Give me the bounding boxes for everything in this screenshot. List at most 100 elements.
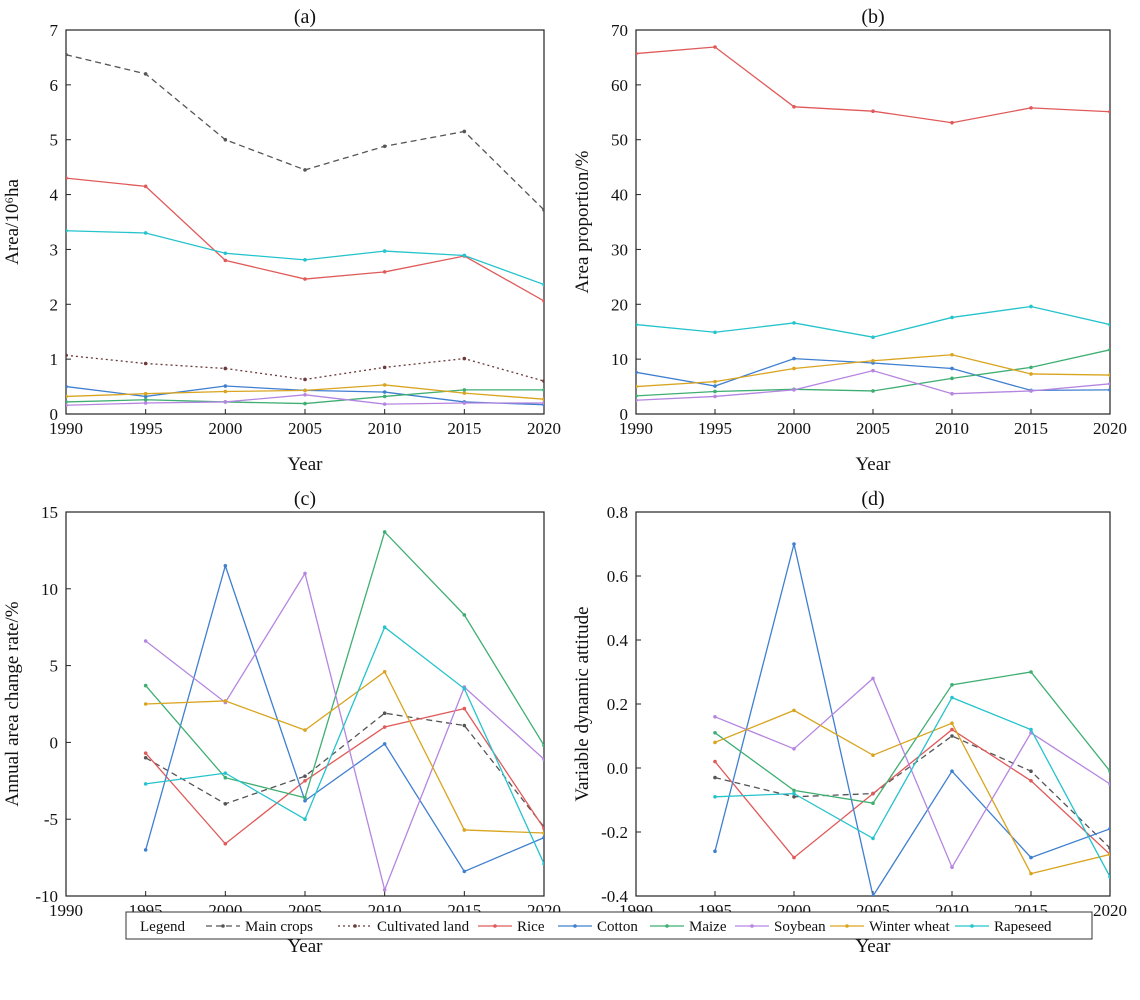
y-tick-label: -0.2 <box>601 823 628 842</box>
data-point-cotton <box>713 849 717 853</box>
y-tick-label: 0.6 <box>607 567 628 586</box>
data-point-maize <box>223 775 228 780</box>
y-tick-label: 0.2 <box>607 695 628 714</box>
x-axis-title: Year <box>287 936 323 957</box>
series-line-maize <box>145 530 544 799</box>
data-point-winter-wheat <box>792 708 796 713</box>
plot-frame <box>65 511 545 897</box>
plot-frame <box>635 29 1111 415</box>
series-line-rice <box>145 707 544 845</box>
series-line-rapeseed <box>636 305 1110 338</box>
y-tick-label: 60 <box>611 76 628 95</box>
y-tick-label: -0.4 <box>601 887 628 906</box>
legend-marker-maize <box>665 924 669 928</box>
data-point-soybean <box>950 391 954 396</box>
data-point-winter-wheat <box>713 740 717 745</box>
panel-title: (c) <box>294 488 316 510</box>
data-point-maize <box>792 788 796 793</box>
data-point-winter-wheat <box>303 388 307 393</box>
data-point-cotton <box>303 798 307 803</box>
data-point-rice <box>1108 109 1110 114</box>
series-line-cotton <box>714 543 1110 896</box>
data-point-cotton <box>713 384 717 388</box>
y-axis-title: Annual area change rate/% <box>2 601 23 806</box>
data-point-rice <box>66 176 68 180</box>
data-point-rice <box>871 791 875 796</box>
y-axis-title: Area/10⁶ha <box>2 179 23 265</box>
data-point-rapeseed <box>1108 322 1110 327</box>
data-point-rice <box>950 727 954 732</box>
data-point-rapeseed <box>792 321 796 325</box>
data-point-maize <box>542 388 544 392</box>
data-point-cotton <box>223 384 228 388</box>
data-point-cultivated-land <box>542 379 544 383</box>
data-point-soybean <box>1108 382 1110 386</box>
data-point-soybean <box>792 747 796 751</box>
data-point-main-crops <box>303 168 307 172</box>
data-point-soybean <box>382 888 387 892</box>
data-point-rice <box>223 258 228 263</box>
data-point-soybean <box>542 757 544 762</box>
data-point-winter-wheat <box>223 389 228 394</box>
data-point-winter-wheat <box>143 702 148 706</box>
legend-marker-main-crops <box>221 924 225 928</box>
data-point-main-crops <box>792 795 796 799</box>
x-tick-label: 2005 <box>288 419 322 438</box>
series-line-main-crops <box>66 54 544 211</box>
data-point-maize <box>542 743 544 748</box>
chart-panel-b: 1990 1995 2000 2005 2010 2015 2020 0 10 20 30 40 50 6… <box>572 6 1127 475</box>
data-point-rapeseed <box>382 625 387 629</box>
series-line-rice <box>714 728 1110 859</box>
data-point-main-crops <box>462 723 467 728</box>
x-tick-label: 2020 <box>1093 419 1127 438</box>
y-axis-title: Area proportion/% <box>572 150 593 293</box>
data-point-winter-wheat <box>1029 372 1033 376</box>
y-axis-title: Variable dynamic attitude <box>572 606 593 801</box>
data-point-rice <box>382 270 387 274</box>
data-point-soybean <box>713 715 717 719</box>
data-point-winter-wheat <box>382 669 387 674</box>
series-group <box>636 45 1110 403</box>
data-point-soybean <box>143 401 148 405</box>
data-point-rice <box>223 841 228 846</box>
data-point-winter-wheat <box>462 828 467 832</box>
data-point-maize <box>143 397 148 402</box>
data-point-rice <box>636 51 638 56</box>
data-point-rapeseed <box>462 686 467 691</box>
data-point-rapeseed <box>792 791 796 796</box>
data-point-rice <box>713 759 717 764</box>
data-point-main-crops <box>713 775 717 780</box>
y-tick-label: 0 <box>50 733 59 752</box>
data-point-winter-wheat <box>462 391 467 395</box>
data-point-winter-wheat <box>792 366 796 371</box>
data-point-winter-wheat <box>950 352 954 357</box>
series-line-main-crops <box>145 712 544 828</box>
chart-panel-a: 1990 1995 2000 2005 2010 2015 2020 0 1 2 3 4 5 6 7 (a) Y… <box>2 6 561 475</box>
y-tick-label: 0 <box>50 405 59 424</box>
series-line-rapeseed <box>714 696 1110 878</box>
y-tick-label: 0.8 <box>607 503 628 522</box>
data-point-winter-wheat <box>871 753 875 757</box>
legend-label-main-crops: Main crops <box>245 919 313 935</box>
y-tick-label: 6 <box>50 76 59 95</box>
data-point-main-crops <box>542 208 544 212</box>
data-point-maize <box>871 389 875 393</box>
data-point-rapeseed <box>1029 727 1033 732</box>
panel-title: (a) <box>294 6 316 28</box>
data-point-rice <box>871 109 875 113</box>
data-point-soybean <box>66 403 68 408</box>
x-tick-label: 1995 <box>129 419 163 438</box>
data-point-cotton <box>1108 388 1110 392</box>
plot-frame <box>65 29 545 415</box>
data-point-rapeseed <box>871 836 875 841</box>
legend-label-cultivated-land: Cultivated land <box>377 919 470 935</box>
series-group <box>66 52 544 408</box>
data-point-main-crops <box>382 144 387 149</box>
series-line-maize <box>714 671 1110 804</box>
data-point-main-crops <box>1029 769 1033 773</box>
data-point-rapeseed <box>1108 875 1110 879</box>
y-tick-label: 4 <box>50 186 59 205</box>
data-point-soybean <box>792 388 796 392</box>
data-point-main-crops <box>143 755 148 760</box>
series-line-soybean <box>714 677 1110 869</box>
